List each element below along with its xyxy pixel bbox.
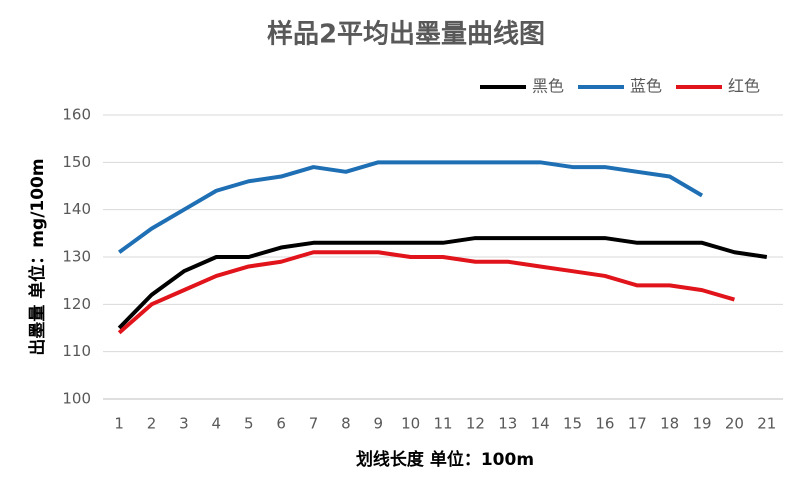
line-series [118, 160, 704, 254]
x-tick-label: 14 [531, 415, 550, 433]
x-tick-label: 20 [725, 415, 744, 433]
legend-label: 蓝色 [630, 77, 662, 96]
y-tick-label: 100 [62, 390, 91, 408]
x-tick-label: 19 [693, 415, 712, 433]
x-tick-label: 3 [179, 415, 189, 433]
x-tick-label: 12 [466, 415, 485, 433]
y-tick-label: 160 [62, 106, 91, 124]
x-tick-label: 15 [563, 415, 582, 433]
legend-label: 红色 [728, 77, 760, 96]
chart-title: 样品2平均出墨量曲线图 [267, 19, 545, 50]
line-series [117, 250, 735, 335]
x-tick-label: 6 [276, 415, 286, 433]
x-tick-label: 10 [401, 415, 420, 433]
x-tick-label: 21 [757, 415, 776, 433]
x-tick-label: 11 [433, 415, 452, 433]
x-tick-label: 9 [373, 415, 383, 433]
y-tick-label: 120 [62, 295, 91, 313]
x-tick-label: 8 [341, 415, 351, 433]
x-tick-label: 2 [147, 415, 157, 433]
x-tick-label: 18 [660, 415, 679, 433]
y-tick-label: 140 [62, 200, 91, 218]
y-tick-label: 110 [62, 342, 91, 360]
x-tick-label: 13 [498, 415, 517, 433]
x-tick-label: 5 [244, 415, 254, 433]
x-axis-title: 划线长度 单位：100m [356, 449, 534, 470]
line-series [117, 236, 768, 330]
x-tick-label: 1 [114, 415, 124, 433]
y-axis-title: 出墨量 单位：mg/100m [27, 158, 48, 355]
y-tick-label: 130 [62, 248, 91, 266]
y-tick-label: 150 [62, 153, 91, 171]
x-tick-label: 7 [309, 415, 319, 433]
x-tick-label: 17 [628, 415, 647, 433]
x-tick-label: 16 [595, 415, 614, 433]
legend-label: 黑色 [532, 77, 564, 96]
x-tick-label: 4 [212, 415, 222, 433]
